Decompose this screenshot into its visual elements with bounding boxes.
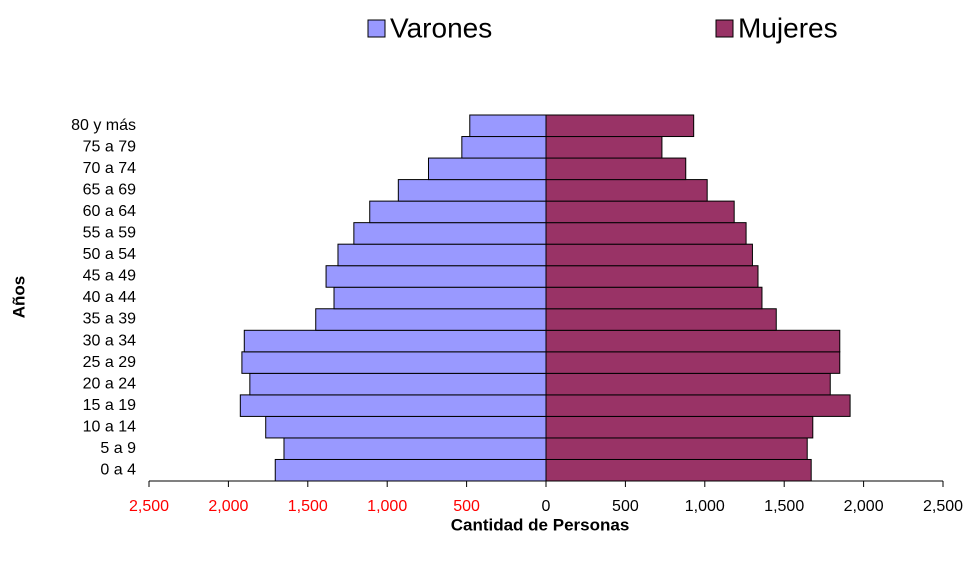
bar [545, 329, 841, 353]
x-tick-label: 1,000 [367, 498, 407, 515]
bar [469, 114, 547, 138]
bar [353, 222, 547, 245]
bar [545, 372, 831, 396]
bar [337, 243, 547, 267]
bar [265, 415, 547, 439]
y-tick-label: 0 a 4 [100, 461, 136, 478]
bar [545, 222, 747, 245]
bar [274, 458, 547, 482]
bar [545, 286, 763, 310]
x-tick-label: 500 [453, 498, 480, 515]
y-tick-label: 40 a 44 [83, 289, 136, 306]
bar [545, 136, 663, 159]
legend-swatch [715, 19, 734, 38]
x-tick-label: 500 [612, 498, 639, 515]
y-tick-label: 55 a 59 [83, 225, 136, 242]
x-tick-label: 2,500 [923, 498, 963, 515]
x-tick-label: 1,500 [288, 498, 328, 515]
bar [241, 351, 547, 374]
bar [545, 243, 753, 267]
bar [249, 372, 547, 396]
bar [283, 437, 547, 460]
bar [243, 329, 547, 353]
y-tick-label: 15 a 19 [83, 397, 136, 414]
bar [397, 179, 547, 202]
bar [545, 114, 695, 138]
bar [545, 308, 777, 331]
legend-swatch [367, 19, 386, 38]
bar [545, 157, 687, 181]
legend-label: Mujeres [738, 12, 838, 43]
y-tick-label: 60 a 64 [83, 203, 136, 220]
y-tick-label: 5 a 9 [100, 440, 136, 457]
y-axis-label: Años [9, 276, 28, 319]
y-tick-label: 50 a 54 [83, 246, 136, 263]
y-tick-label: 30 a 34 [83, 332, 136, 349]
legend-label: Varones [390, 12, 492, 43]
y-tick-label: 70 a 74 [83, 160, 136, 177]
x-axis-label: Cantidad de Personas [451, 515, 630, 534]
bar [545, 179, 708, 202]
bar [545, 394, 851, 417]
y-tick-label: 10 a 14 [83, 418, 136, 435]
x-tick-label: 2,000 [208, 498, 248, 515]
x-tick-label: 2,000 [844, 498, 884, 515]
y-tick-label: 65 a 69 [83, 182, 136, 199]
bar [545, 458, 812, 482]
bar [545, 200, 735, 224]
y-tick-label: 80 y más [71, 117, 136, 134]
bar [461, 136, 547, 159]
y-tick-label: 20 a 24 [83, 375, 136, 392]
bar [315, 308, 547, 331]
bar [545, 351, 841, 374]
bar [545, 265, 759, 288]
x-tick-label: 1,000 [685, 498, 725, 515]
bar [325, 265, 547, 288]
bar [545, 415, 814, 439]
bar [369, 200, 547, 224]
bar [545, 437, 808, 460]
y-tick-label: 75 a 79 [83, 139, 136, 156]
y-tick-label: 45 a 49 [83, 268, 136, 285]
bar [333, 286, 547, 310]
x-tick-label: 1,500 [764, 498, 804, 515]
x-tick-label: 2,500 [129, 498, 169, 515]
y-tick-label: 35 a 39 [83, 311, 136, 328]
y-tick-label: 25 a 29 [83, 354, 136, 371]
bar [427, 157, 547, 181]
bar [239, 394, 547, 417]
x-tick-label: 0 [542, 498, 551, 515]
